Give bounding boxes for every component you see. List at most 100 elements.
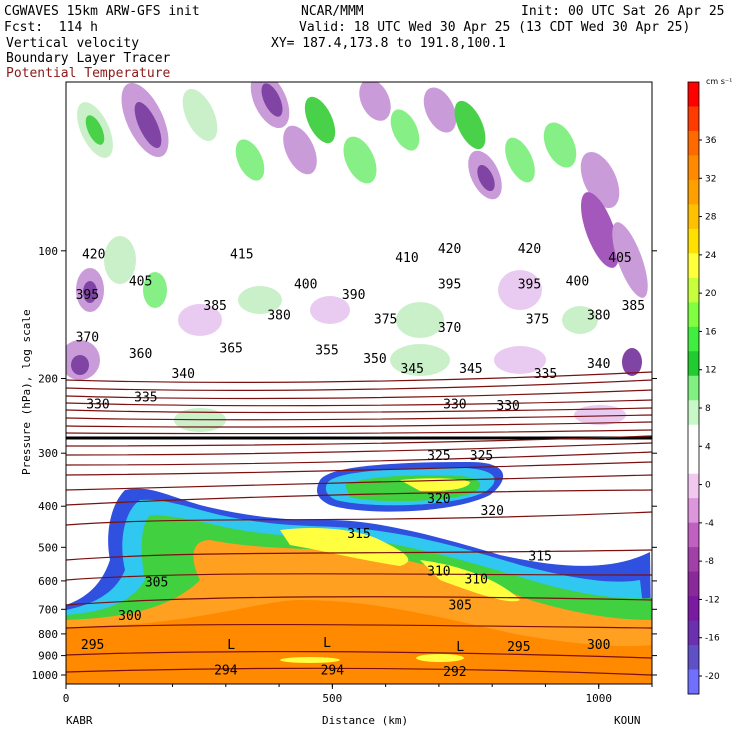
theta-contour-label: 385 [203,299,226,314]
init-time: Init: 00 UTC Sat 26 Apr 25 [521,4,725,19]
left-station-label: KABR [66,714,93,727]
colorbar-segment [688,571,699,597]
colorbar-segment [688,669,699,695]
theta-contour-label: 310 [464,572,487,587]
vertical-velocity-field [66,82,652,684]
colorbar-segment [688,130,699,156]
theta-contour-label: 370 [76,330,99,345]
theta-contour-label: 360 [129,347,152,362]
field-potential-temperature: Potential Temperature [6,66,171,81]
theta-contour-label: 315 [528,549,551,564]
colorbar-segment [688,400,699,426]
right-station-label: KOUN [614,714,641,727]
x-tick-label: 500 [322,692,342,705]
theta-contour-label: 375 [374,312,397,327]
theta-contour-label: 395 [438,277,461,292]
colorbar-segment [688,155,699,181]
y-tick-label: 400 [38,500,58,513]
theta-contour-label: 395 [76,288,99,303]
colorbar-segment [688,522,699,548]
colorbar-tick-label: -4 [705,519,714,529]
low-marker: L [227,638,235,653]
theta-contour-label: 300 [587,638,610,653]
model-title: CGWAVES 15km ARW-GFS init [4,4,200,19]
plot-frame [65,81,653,685]
theta-contour-label: 420 [518,242,541,257]
theta-contour-label: 295 [81,638,104,653]
theta-contour-label: 345 [459,362,482,377]
y-tick-label: 100 [38,245,58,258]
theta-label-layer: 420 415 410 420 420 405 405 400 395 395 400 395 390 3… [76,242,646,680]
low-marker: L [323,636,331,651]
colorbar-segment [688,228,699,254]
theta-contour-label: 320 [427,492,450,507]
colorbar-segment [688,253,699,279]
colorbar-segment [688,645,699,671]
theta-contour-label: 340 [171,367,194,382]
xy-endpoints: XY= 187.4,173.8 to 191.8,100.1 [271,36,506,51]
theta-contour-label: 380 [587,308,610,323]
theta-contour-label: 335 [534,367,557,382]
colorbar-tick-label: 24 [705,251,717,261]
x-axis-label: Distance (km) [322,714,408,727]
field-vertical-velocity: Vertical velocity [6,36,140,51]
theta-contour-label: 330 [443,397,466,412]
y-tick-label: 200 [38,373,58,386]
colorbar-segment [688,498,699,524]
colorbar-tick-label: 8 [705,404,711,414]
theta-contour-label: 415 [230,247,253,262]
theta-contour-label: 380 [267,308,290,323]
valid-time: Valid: 18 UTC Wed 30 Apr 25 (13 CDT Wed … [299,20,691,35]
colorbar-segment [688,204,699,230]
theta-contour-label: 305 [145,575,168,590]
field-boundary-layer-tracer: Boundary Layer Tracer [6,51,171,66]
theta-contour-label: 385 [622,299,645,314]
theta-contour-label: 330 [496,399,519,414]
colorbar-segment [688,596,699,622]
colorbar-segment [688,424,699,450]
theta-contour-label: 390 [342,288,365,303]
potential-temperature-contours [66,371,652,676]
y-tick-label: 800 [38,628,58,641]
theta-contour-label: 400 [294,277,317,292]
y-axis-label: Pressure (hPa), log scale [20,309,33,475]
colorbar-segment [688,277,699,303]
colorbar-segment [688,620,699,646]
x-tick-label: 0 [63,692,70,705]
colorbar-tick-label: -16 [705,634,720,644]
colorbar-tick-label: 16 [705,327,717,337]
colorbar-segment [688,351,699,377]
colorbar: 36 32 28 24 20 16 12 8 4 0 -4 -8 -12 -16 -20 [687,81,720,695]
theta-contour-label: 320 [480,504,503,519]
theta-contour-label: 395 [518,277,541,292]
theta-contour-label: 365 [219,342,242,357]
y-tick-label: 700 [38,603,58,616]
colorbar-tick-label: -12 [705,595,720,605]
colorbar-segment [688,302,699,328]
theta-contour-label: 294 [214,663,238,678]
x-axis-ticks: 0 500 1000 [63,684,653,705]
colorbar-segment [688,375,699,401]
colorbar-tick-label: 20 [705,289,717,299]
colorbar-segment [688,326,699,352]
theta-contour-label: 375 [526,312,549,327]
theta-contour-label: 315 [347,527,370,542]
low-marker: L [456,640,464,655]
colorbar-unit: cm s⁻¹ [706,77,732,86]
colorbar-segment [688,106,699,132]
colorbar-tick-label: 0 [705,481,711,491]
theta-contour-label: 295 [507,640,530,655]
theta-contour-label: 340 [587,357,610,372]
colorbar-tick-label: 4 [705,442,711,452]
theta-contour-label: 292 [443,665,466,680]
theta-contour-label: 420 [82,247,105,262]
theta-contour-label: 310 [427,564,450,579]
x-tick-label: 1000 [585,692,612,705]
colorbar-frame [687,81,700,695]
colorbar-tick-label: 36 [705,136,717,146]
forecast-hour: Fcst: 114 h [4,20,98,35]
theta-contour-label: 370 [438,321,461,336]
theta-contour-label: 335 [134,391,157,406]
colorbar-tick-label: -20 [705,672,720,682]
